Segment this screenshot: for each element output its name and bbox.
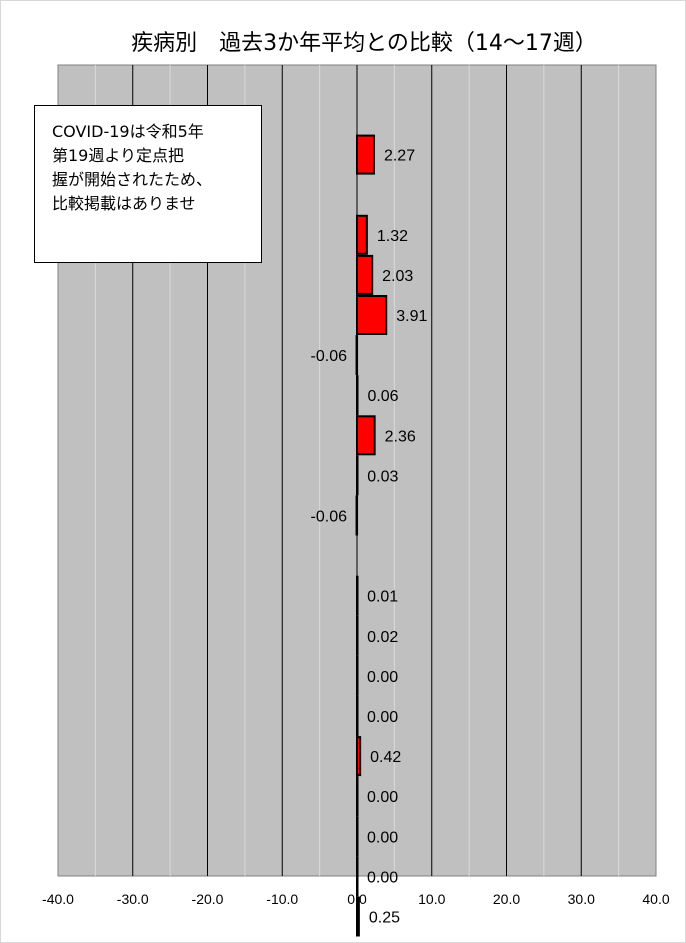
data-label: -0.06 xyxy=(311,348,348,365)
data-label: 0.03 xyxy=(367,468,398,485)
x-tick-label: -20.0 xyxy=(192,891,224,907)
bar xyxy=(356,214,368,255)
note-line: COVID-19は令和5年 xyxy=(52,122,204,141)
bar xyxy=(356,455,359,496)
bar xyxy=(356,696,359,736)
data-label: -0.06 xyxy=(311,509,348,526)
chart-title: 疾病別 過去3か年平均との比較（14〜17週） xyxy=(131,31,597,56)
data-label: 0.00 xyxy=(367,869,398,886)
bar xyxy=(356,615,359,656)
x-tick-label: 20.0 xyxy=(493,891,520,907)
bar xyxy=(356,575,359,616)
data-label: 0.00 xyxy=(367,709,398,726)
note-box: COVID-19は令和5年 第19週より定点把 握が開始されたため、 比較掲載は… xyxy=(34,105,262,263)
data-label: 0.00 xyxy=(367,829,398,846)
bar xyxy=(356,375,359,416)
bar xyxy=(356,254,374,295)
bar xyxy=(356,415,376,456)
note-line: 第19週より定点把 xyxy=(52,146,185,165)
data-label: 2.27 xyxy=(384,148,415,165)
x-tick-label: -10.0 xyxy=(266,891,298,907)
x-tick-label: 30.0 xyxy=(568,891,595,907)
bar xyxy=(356,134,375,175)
note-line: 比較掲載はありませ xyxy=(52,194,196,213)
x-tick-label: 40.0 xyxy=(642,891,669,907)
x-tick-label: -30.0 xyxy=(117,891,149,907)
bar xyxy=(356,776,359,817)
data-label: 3.91 xyxy=(396,308,427,325)
data-label: 0.25 xyxy=(369,910,400,927)
data-label: 1.32 xyxy=(377,228,408,245)
data-label: 0.01 xyxy=(367,589,398,606)
bar xyxy=(356,856,359,897)
bar xyxy=(356,736,362,777)
data-label: 0.00 xyxy=(367,789,398,806)
x-tick-label: 10.0 xyxy=(418,891,445,907)
bar xyxy=(355,335,359,376)
bar xyxy=(356,816,359,857)
data-label: 0.42 xyxy=(370,749,401,766)
data-label: 0.06 xyxy=(367,388,398,405)
x-tick-label: 0.0 xyxy=(347,891,367,907)
data-label: 2.03 xyxy=(382,268,413,285)
bar xyxy=(356,655,359,696)
bar xyxy=(355,495,359,536)
note-line: 握が開始されたため、 xyxy=(52,170,213,189)
bar xyxy=(356,295,388,335)
data-label: 0.00 xyxy=(367,669,398,686)
bar xyxy=(356,896,360,937)
data-label: 2.36 xyxy=(385,428,416,445)
data-label: 0.02 xyxy=(367,629,398,646)
x-tick-label: -40.0 xyxy=(42,891,74,907)
